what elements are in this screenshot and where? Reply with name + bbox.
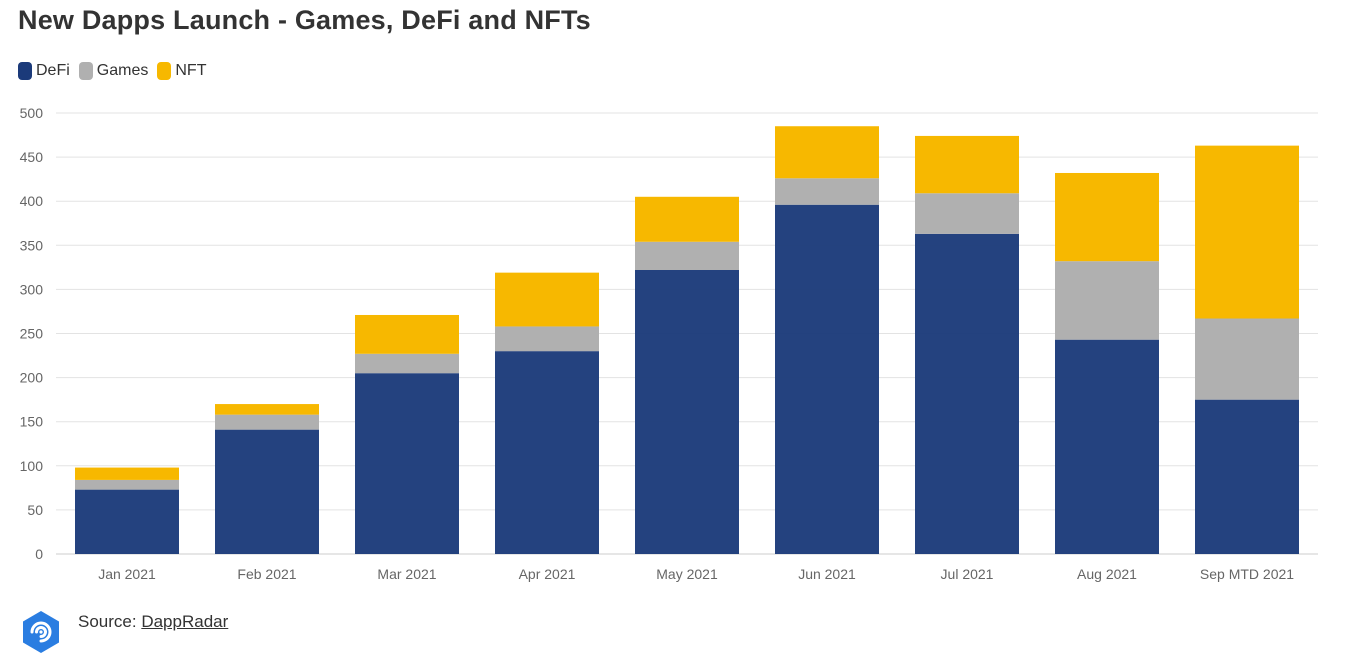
x-tick-label: Aug 2021: [1077, 566, 1137, 582]
y-tick-label: 50: [27, 502, 43, 518]
bar-games-jan-2021[interactable]: [75, 479, 179, 490]
y-tick-label: 150: [20, 414, 44, 430]
y-tick-label: 250: [20, 326, 44, 342]
legend-swatch-games: [78, 62, 93, 80]
bar-defi-apr-2021[interactable]: [495, 351, 599, 554]
chart-title: New Dapps Launch - Games, DeFi and NFTs: [18, 5, 591, 35]
bar-defi-feb-2021[interactable]: [215, 429, 319, 554]
x-axis-tick-labels: Jan 2021 Feb 2021 Mar 2021 Apr 2021 May 2021…: [98, 566, 1294, 582]
bar-nft-jun-2021[interactable]: [775, 126, 879, 179]
x-tick-label: Feb 2021: [237, 566, 296, 582]
bar-nft-jul-2021[interactable]: [915, 135, 1019, 194]
y-tick-label: 500: [20, 105, 44, 121]
source-note: Source: DappRadar: [78, 612, 228, 632]
x-tick-label: Jun 2021: [798, 566, 856, 582]
dappradar-logo-icon[interactable]: [18, 609, 64, 655]
bar-nft-may-2021[interactable]: [635, 196, 739, 242]
legend-label-games: Games: [96, 62, 149, 79]
bar-nft-aug-2021[interactable]: [1055, 172, 1159, 262]
x-tick-label: Mar 2021: [377, 566, 436, 582]
bar-games-mar-2021[interactable]: [355, 353, 459, 374]
x-tick-label: Sep MTD 2021: [1200, 566, 1294, 582]
y-tick-label: 200: [20, 370, 44, 386]
y-tick-label: 0: [35, 546, 43, 562]
bar-defi-jul-2021[interactable]: [915, 233, 1019, 555]
bar-games-sep-mtd-2021[interactable]: [1195, 318, 1299, 400]
legend-swatch-nft: [157, 62, 172, 80]
y-tick-label: 450: [20, 149, 44, 165]
legend-label-defi: DeFi: [36, 62, 70, 79]
bar-defi-jun-2021[interactable]: [775, 204, 879, 554]
y-tick-label: 350: [20, 237, 44, 253]
bar-nft-apr-2021[interactable]: [495, 272, 599, 327]
y-tick-label: 400: [20, 193, 44, 209]
legend-item-nft[interactable]: NFT: [157, 62, 206, 80]
bar-defi-aug-2021[interactable]: [1055, 339, 1159, 554]
legend-label-nft: NFT: [175, 62, 207, 79]
source-prefix: Source:: [78, 612, 137, 631]
x-tick-label: May 2021: [656, 566, 718, 582]
chart-legend: DeFi Games NFT: [18, 62, 215, 80]
legend-item-defi[interactable]: DeFi: [18, 62, 70, 80]
bar-defi-mar-2021[interactable]: [355, 373, 459, 554]
x-tick-label: Jan 2021: [98, 566, 156, 582]
bar-defi-may-2021[interactable]: [635, 269, 739, 554]
bar-games-jun-2021[interactable]: [775, 178, 879, 205]
source-link-dappradar[interactable]: DappRadar: [141, 612, 229, 631]
bar-games-may-2021[interactable]: [635, 241, 739, 270]
stacked-bar-chart: 0 50 100 150 200 250 300 350 400 450 500 Jan 2021 F…: [20, 105, 1318, 582]
bar-defi-sep-mtd-2021[interactable]: [1195, 399, 1299, 554]
bar-games-jul-2021[interactable]: [915, 193, 1019, 234]
bar-games-feb-2021[interactable]: [215, 414, 319, 430]
y-tick-label: 100: [20, 458, 44, 474]
legend-swatch-defi: [18, 62, 32, 80]
x-tick-label: Apr 2021: [519, 566, 576, 582]
bar-nft-sep-mtd-2021[interactable]: [1195, 145, 1299, 319]
legend-item-games[interactable]: Games: [78, 62, 149, 80]
bar-games-apr-2021[interactable]: [495, 326, 599, 352]
bar-nft-feb-2021[interactable]: [215, 404, 319, 415]
bar-nft-jan-2021[interactable]: [75, 467, 179, 480]
bar-defi-jan-2021[interactable]: [75, 489, 179, 554]
x-tick-label: Jul 2021: [941, 566, 994, 582]
y-axis-tick-labels: 0 50 100 150 200 250 300 350 400 450 500: [20, 105, 44, 562]
bar-layer: [75, 126, 1299, 555]
y-tick-label: 300: [20, 281, 44, 297]
bar-nft-mar-2021[interactable]: [355, 314, 459, 354]
bar-games-aug-2021[interactable]: [1055, 261, 1159, 340]
